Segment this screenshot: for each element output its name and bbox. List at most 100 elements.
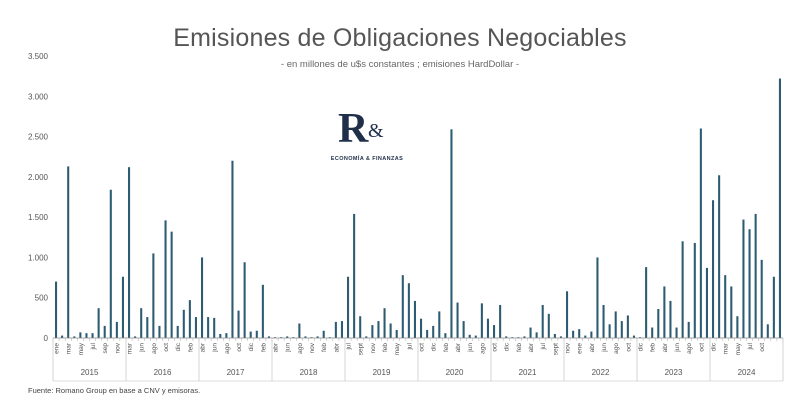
- bar: [699, 128, 702, 338]
- bar: [657, 308, 660, 338]
- bar: [529, 327, 532, 338]
- x-month-label: jul: [346, 342, 353, 350]
- bar: [766, 324, 769, 338]
- x-month-label: jun: [674, 343, 681, 353]
- bar: [371, 325, 374, 338]
- x-month-label: ene: [577, 343, 584, 354]
- chart-title: Emisiones de Obligaciones Negociables: [173, 24, 627, 52]
- x-month-label: ago: [613, 343, 620, 354]
- chart-subtitle: - en millones de u$s constantes ; emisio…: [280, 59, 520, 70]
- bar: [231, 160, 234, 338]
- x-month-label: jul: [406, 342, 413, 350]
- bar: [383, 308, 386, 338]
- x-month-label: jun: [139, 343, 146, 353]
- bar: [712, 200, 715, 338]
- bar: [547, 313, 550, 338]
- bar: [705, 267, 708, 338]
- x-month-label: abr: [273, 342, 280, 352]
- bar: [73, 336, 76, 338]
- bar: [462, 321, 465, 338]
- bar: [687, 321, 690, 338]
- bar: [365, 336, 368, 338]
- x-month-label: oct: [698, 343, 705, 352]
- x-year-label: 2018: [300, 368, 318, 377]
- bar: [140, 308, 143, 338]
- x-month-label: may: [735, 342, 742, 355]
- x-year-label: 2023: [665, 368, 683, 377]
- bar: [176, 325, 179, 338]
- bar: [608, 324, 611, 338]
- bar: [304, 336, 307, 338]
- bar: [450, 129, 453, 338]
- bar: [620, 321, 623, 338]
- bar: [736, 316, 739, 338]
- bar: [164, 220, 167, 338]
- bar: [134, 336, 137, 338]
- bar: [79, 332, 82, 338]
- bar: [420, 318, 423, 338]
- bar: [353, 213, 356, 338]
- bar: [438, 311, 441, 338]
- bar: [480, 303, 483, 338]
- x-month-label: ago: [479, 343, 486, 354]
- bar: [663, 286, 666, 338]
- x-month-label: jun: [601, 343, 608, 353]
- bar: [456, 302, 459, 338]
- bar: [693, 242, 696, 338]
- bar: [389, 323, 392, 338]
- source-note: Fuente: Romano Group en base a CNV y emi…: [28, 386, 201, 395]
- brand-logo: R & ECONOMÍA & FINANZAS: [312, 108, 422, 168]
- x-month-label: may: [78, 342, 85, 355]
- y-tick-label: 500: [35, 294, 49, 303]
- x-month-label: dic: [175, 342, 182, 351]
- x-month-label: jun: [467, 343, 474, 353]
- bar: [413, 300, 416, 338]
- bar: [724, 275, 727, 338]
- bar: [261, 284, 264, 338]
- bar: [742, 219, 745, 338]
- x-month-label: jul: [540, 342, 547, 350]
- x-month-label: ago: [297, 343, 304, 354]
- bar: [340, 321, 343, 338]
- bar: [316, 336, 319, 338]
- x-month-label: oct: [625, 343, 632, 352]
- bar: [67, 166, 70, 338]
- bar: [645, 267, 648, 338]
- bar: [170, 231, 173, 338]
- bar: [614, 311, 617, 338]
- x-month-label: dic: [431, 342, 438, 351]
- x-month-label: feb: [260, 343, 267, 352]
- x-month-label: oct: [419, 343, 426, 352]
- x-month-label: ene: [54, 343, 61, 354]
- x-month-label: oct: [163, 343, 170, 352]
- x-month-label: dic: [248, 342, 255, 351]
- bar: [91, 333, 94, 338]
- bar: [681, 241, 684, 338]
- x-month-label: sept: [552, 343, 559, 355]
- x-month-label: dic: [711, 342, 718, 351]
- x-month-label: mar: [66, 342, 73, 354]
- bar: [499, 304, 502, 338]
- x-month-label: mar: [127, 342, 134, 354]
- bar: [182, 309, 185, 338]
- bar: [572, 330, 575, 338]
- bar: [322, 330, 325, 338]
- bar: [754, 213, 757, 338]
- bar: [772, 276, 775, 338]
- bar: [115, 321, 118, 338]
- x-month-label: feb: [382, 343, 389, 352]
- bar: [298, 323, 301, 338]
- bar: [61, 335, 64, 338]
- bar: [201, 257, 204, 338]
- logo-text: ECONOMÍA & FINANZAS: [330, 156, 404, 162]
- bar: [401, 275, 404, 338]
- bar: [395, 329, 398, 338]
- bar: [97, 308, 100, 338]
- x-year-label: 2024: [738, 368, 756, 377]
- bar: [474, 335, 477, 338]
- bar: [590, 331, 593, 338]
- bar: [359, 316, 362, 338]
- bar: [760, 259, 763, 338]
